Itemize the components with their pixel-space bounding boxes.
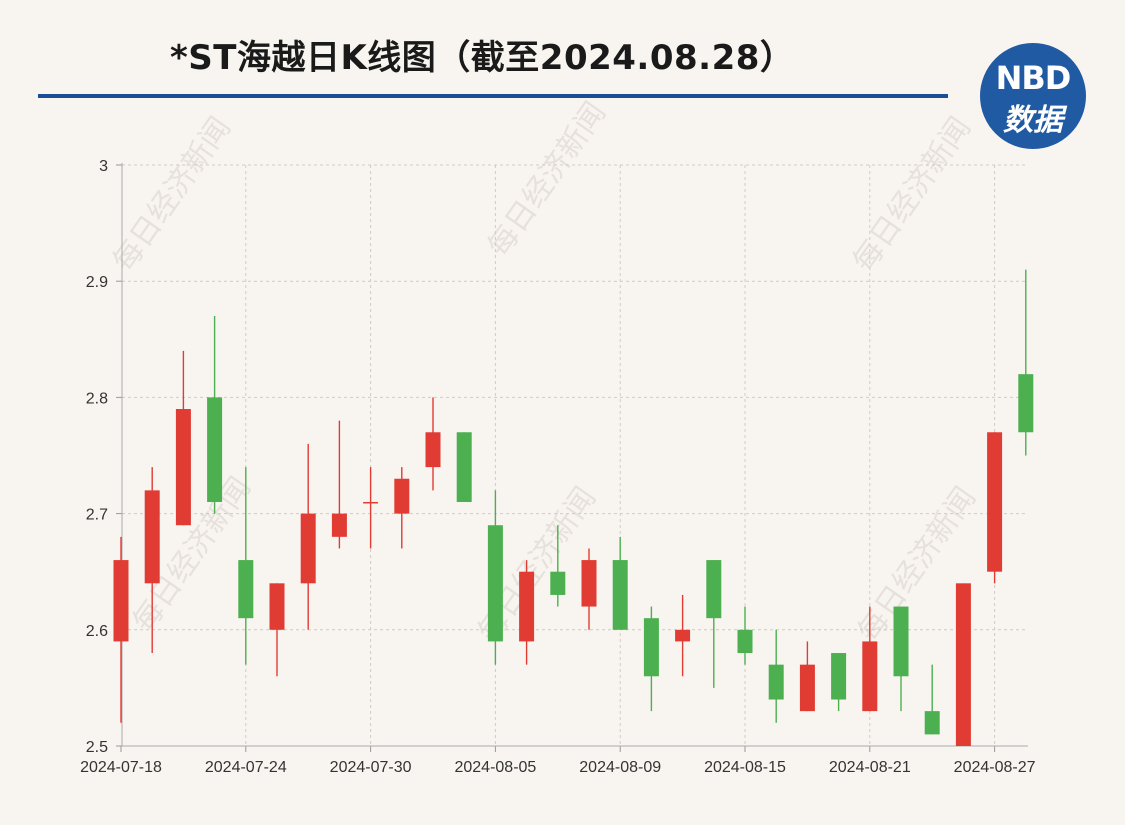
candle — [175, 350, 191, 526]
candle — [144, 467, 160, 654]
y-tick-label: 2.9 — [86, 274, 108, 291]
x-tick-label: 2024-07-30 — [330, 759, 412, 776]
candle — [113, 536, 129, 723]
candle-body — [737, 629, 753, 654]
candle-body — [799, 664, 815, 712]
candle — [893, 606, 909, 712]
chart-title: *ST海越日K线图（截至2024.08.28） — [170, 38, 795, 78]
candle-body — [550, 571, 566, 595]
nbd-logo: NBD 数据 — [980, 43, 1086, 149]
watermark-text: 每日经济新闻 — [481, 96, 613, 264]
candle — [612, 536, 628, 630]
candle — [987, 432, 1003, 584]
candle-body — [113, 560, 129, 642]
logo-text-data: 数据 — [1003, 103, 1063, 138]
y-tick-label: 2.8 — [86, 390, 108, 407]
candle-body — [987, 432, 1003, 572]
candle-body — [456, 432, 472, 502]
candle-body — [768, 664, 784, 700]
candle-body — [581, 560, 597, 607]
x-tick-label: 2024-08-15 — [704, 759, 786, 776]
x-tick-label: 2024-08-27 — [954, 759, 1036, 776]
y-tick-label: 3 — [99, 158, 108, 175]
candle-body — [269, 583, 285, 630]
candle — [768, 629, 784, 723]
candle — [456, 432, 472, 502]
candle — [643, 606, 659, 712]
candle-body — [675, 629, 691, 642]
candle — [425, 397, 441, 491]
logo-text-nbd: NBD — [995, 59, 1072, 97]
candle-body — [175, 409, 191, 526]
candle — [550, 525, 566, 607]
candle — [924, 664, 940, 735]
candle — [737, 606, 753, 665]
axes: 2.5 2.6 2.7 2.8 2.9 3 2024-07-18 2024-07-24 2024… — [80, 158, 1036, 776]
candle-body — [425, 432, 441, 468]
candle — [238, 467, 254, 665]
x-tick-label: 2024-07-18 — [80, 759, 162, 776]
candle-body — [831, 653, 847, 700]
candle-body — [643, 618, 659, 677]
candle — [331, 420, 347, 549]
candle — [487, 490, 503, 665]
x-tick-label: 2024-08-21 — [829, 759, 911, 776]
candle-body — [706, 560, 722, 619]
watermark-text: 每日经济新闻 — [106, 111, 238, 279]
candle — [799, 641, 815, 712]
candle-body — [363, 501, 379, 504]
candle-body — [519, 571, 535, 642]
y-tick-label: 2.6 — [86, 623, 108, 640]
candle — [1018, 269, 1034, 456]
candle — [675, 594, 691, 677]
x-tick-label: 2024-08-09 — [579, 759, 661, 776]
candle-body — [612, 560, 628, 630]
candle-body — [893, 606, 909, 677]
candles-layer — [113, 269, 1034, 746]
x-tick-label: 2024-07-24 — [205, 759, 287, 776]
candle — [394, 467, 410, 549]
candle — [581, 548, 597, 630]
candle — [207, 316, 223, 514]
candle-body — [300, 513, 316, 584]
y-tick-label: 2.7 — [86, 507, 108, 524]
candle-body — [1018, 374, 1034, 433]
candle-body — [144, 490, 160, 584]
y-tick-label: 2.5 — [86, 739, 108, 756]
candle-body — [238, 560, 254, 619]
x-tick-label: 2024-08-05 — [454, 759, 536, 776]
candle — [363, 467, 379, 549]
candle-body — [862, 641, 878, 712]
candle — [831, 653, 847, 712]
candle-body — [924, 711, 940, 735]
candle — [300, 443, 316, 630]
candle-body — [331, 513, 347, 537]
candle — [706, 560, 722, 688]
candle — [862, 606, 878, 712]
candle-body — [207, 397, 223, 502]
title-underline — [38, 94, 948, 98]
candle — [269, 583, 285, 677]
candle — [955, 583, 971, 746]
candle-body — [487, 525, 503, 642]
candle-body — [394, 478, 410, 514]
candle — [519, 560, 535, 665]
watermark-text: 每日经济新闻 — [846, 111, 978, 279]
candle-body — [955, 583, 971, 746]
